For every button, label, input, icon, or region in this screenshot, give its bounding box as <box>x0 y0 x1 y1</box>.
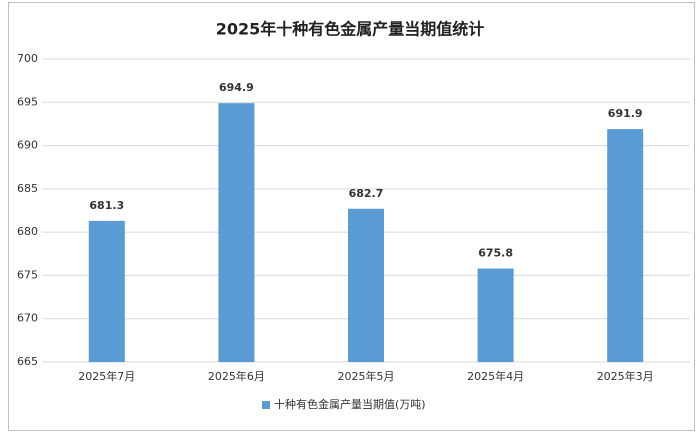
y-tick-label: 700 <box>17 52 38 65</box>
x-tick-label: 2025年4月 <box>467 369 524 383</box>
value-label: 675.8 <box>478 247 513 260</box>
chart-title: 2025年十种有色金属产量当期值统计 <box>216 20 485 39</box>
bar <box>477 268 514 362</box>
legend-swatch <box>262 401 270 409</box>
value-label: 694.9 <box>219 81 254 94</box>
x-tick-label: 2025年6月 <box>208 369 265 383</box>
value-label: 681.3 <box>89 199 124 212</box>
bar <box>88 220 125 362</box>
y-tick-label: 680 <box>17 225 38 238</box>
value-label: 682.7 <box>349 187 384 200</box>
y-tick-label: 685 <box>17 182 38 195</box>
y-tick-label: 690 <box>17 139 38 152</box>
value-label: 691.9 <box>608 107 643 120</box>
x-tick-label: 2025年5月 <box>338 369 395 383</box>
bar <box>607 129 644 362</box>
y-tick-label: 695 <box>17 95 38 108</box>
y-tick-label: 670 <box>17 312 38 325</box>
y-tick-label: 675 <box>17 268 38 281</box>
bar <box>218 103 255 362</box>
y-tick-label: 665 <box>17 355 38 368</box>
x-tick-label: 2025年7月 <box>78 369 135 383</box>
legend-label: 十种有色金属产量当期值(万吨) <box>274 397 426 411</box>
x-tick-label: 2025年3月 <box>597 369 654 383</box>
bar <box>348 208 384 362</box>
